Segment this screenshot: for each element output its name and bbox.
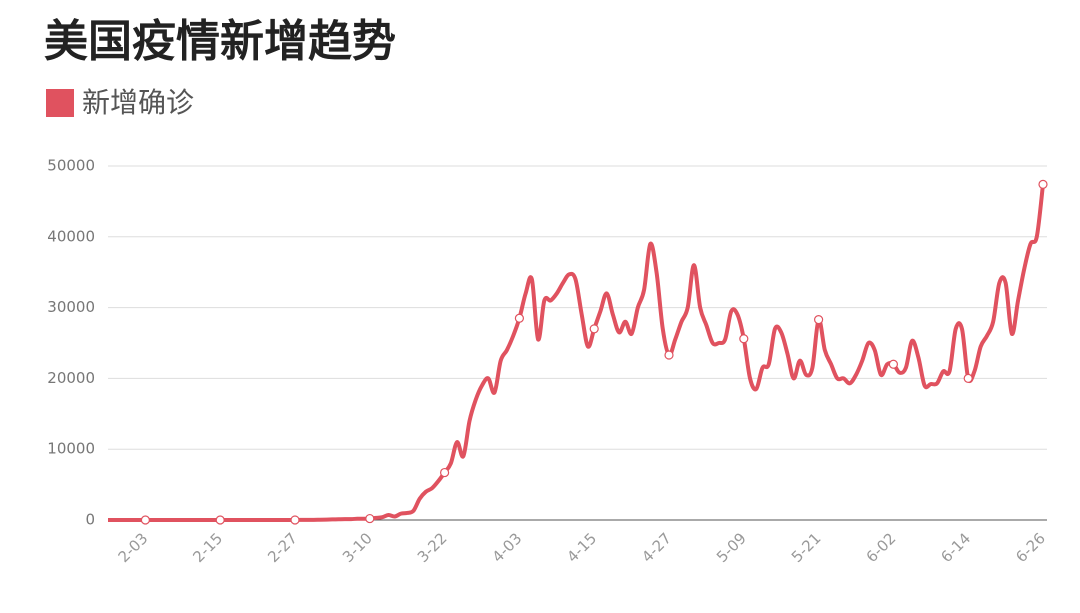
- point-marker: [215, 515, 225, 525]
- point-marker: [664, 350, 674, 360]
- point-marker: [440, 467, 450, 478]
- y-tick-label: 50000: [47, 157, 95, 175]
- legend-label: 新增确诊: [82, 86, 194, 119]
- point-marker: [365, 513, 375, 524]
- x-tick-label: 2-03: [115, 529, 152, 566]
- y-tick-label: 10000: [47, 440, 95, 458]
- x-tick-label: 6-14: [937, 529, 974, 566]
- x-tick-label: 5-21: [788, 529, 825, 566]
- x-tick-label: 6-26: [1012, 529, 1049, 566]
- chart-title: 美国疫情新增趋势: [44, 16, 396, 67]
- y-tick-label: 20000: [47, 369, 95, 387]
- y-tick-label: 40000: [47, 227, 95, 245]
- point-marker: [739, 334, 749, 344]
- line: [108, 184, 1045, 523]
- x-tick-label: 2-27: [264, 529, 301, 566]
- point-marker: [140, 515, 150, 525]
- point-marker: [290, 515, 300, 525]
- x-tick-label: 4-15: [563, 529, 600, 566]
- point-marker: [813, 315, 824, 325]
- x-tick-label: 5-09: [713, 529, 750, 566]
- x-tick-label: 3-22: [414, 529, 451, 566]
- x-tick-label: 3-10: [339, 529, 376, 566]
- point-marker: [1038, 179, 1048, 190]
- point-marker: [514, 313, 525, 323]
- point-marker: [963, 373, 973, 383]
- x-tick-label: 4-27: [638, 529, 675, 566]
- point-marker: [589, 324, 599, 334]
- x-tick-label: 4-03: [489, 529, 526, 566]
- legend-swatch: [46, 89, 74, 117]
- point-marker: [888, 359, 899, 369]
- y-tick-label: 30000: [47, 298, 95, 316]
- x-tick-label: 6-02: [863, 529, 900, 566]
- x-tick-label: 2-15: [189, 529, 226, 566]
- y-tick-label: 0: [85, 511, 95, 529]
